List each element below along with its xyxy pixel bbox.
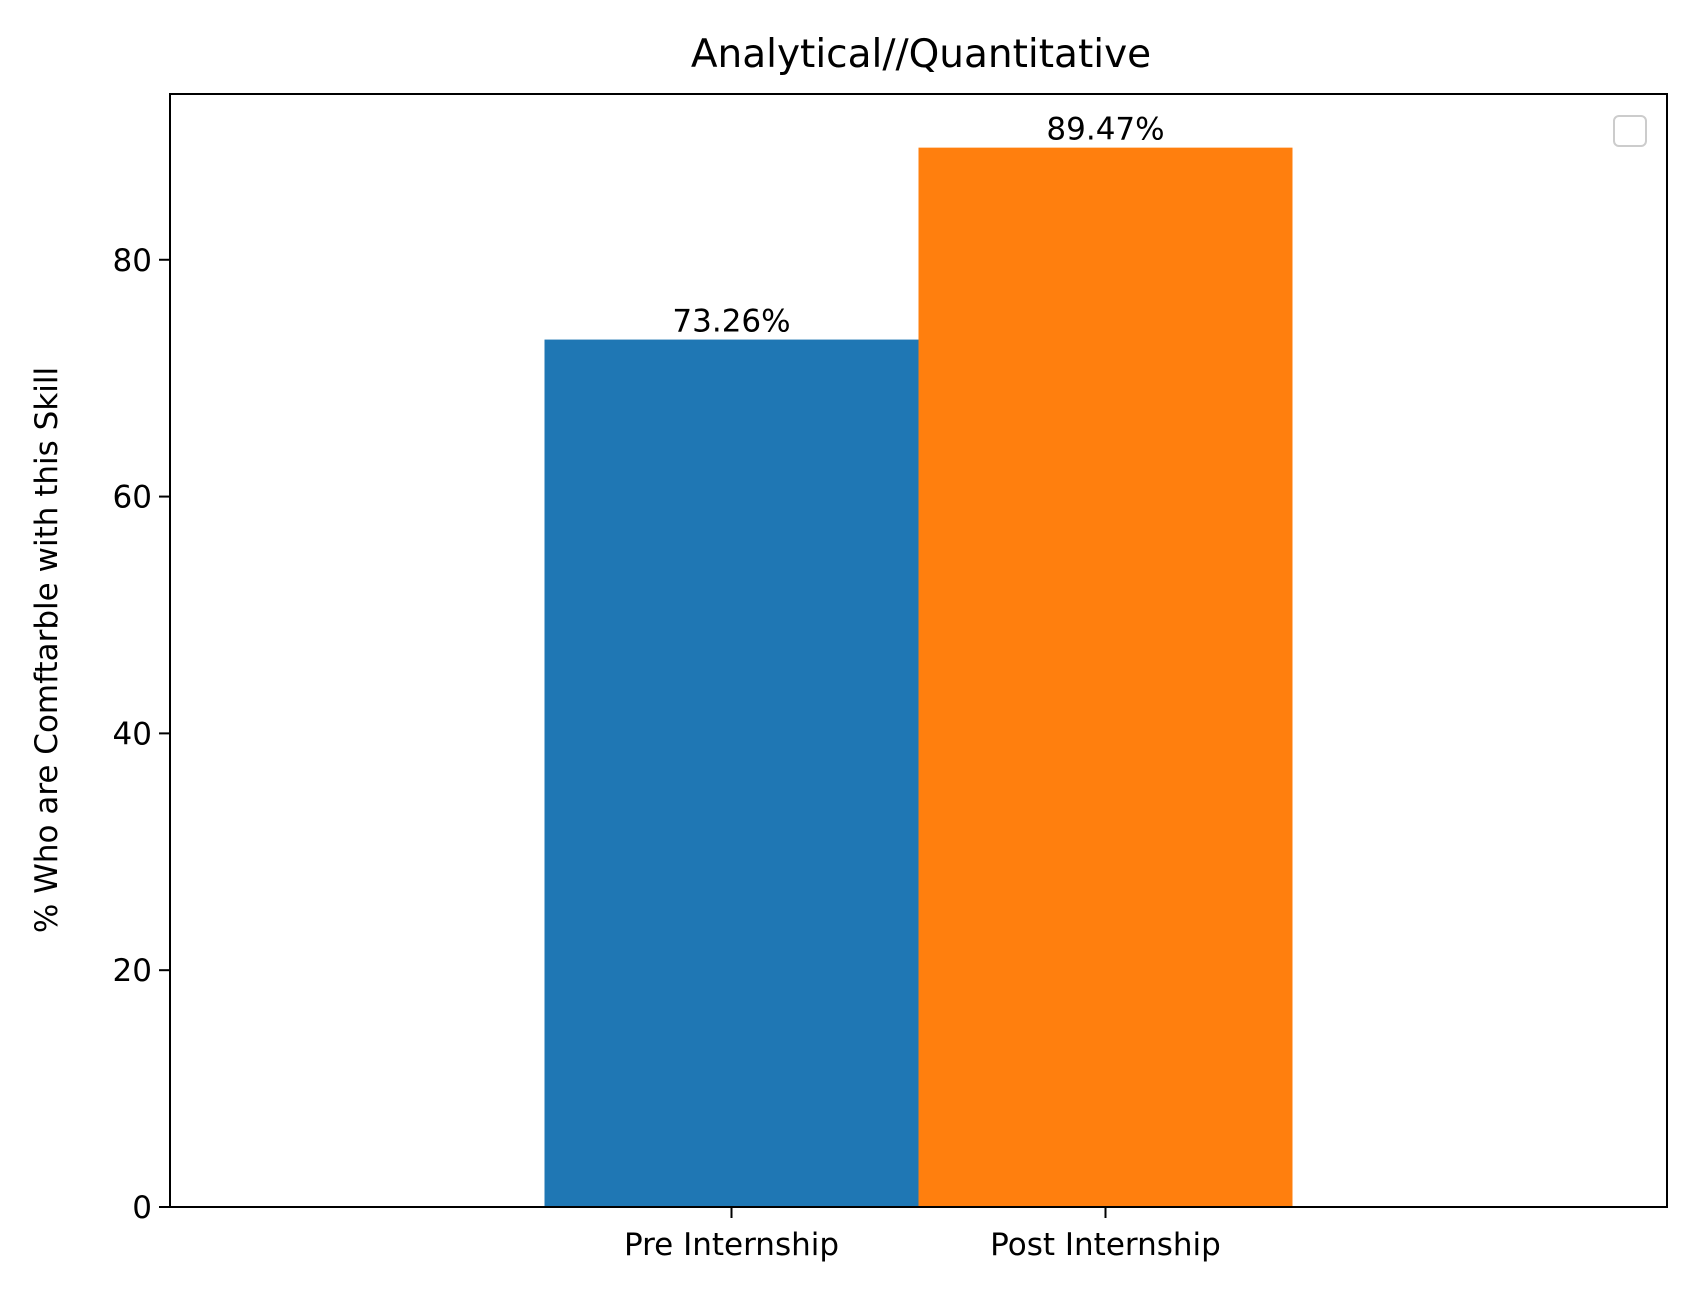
y-tick-label-80: 80: [113, 243, 152, 279]
x-axis-ticks: Pre Internship Post Internship: [624, 1207, 1221, 1263]
legend-box: [1613, 115, 1647, 147]
y-tick-label-60: 60: [113, 480, 152, 516]
chart-title: Analytical//Quantitative: [691, 32, 1151, 77]
plot-area-frame: [169, 93, 1668, 1208]
bar-pre-internship: [544, 339, 919, 1207]
bar-value-label-pre-internship: 73.26%: [672, 304, 790, 340]
y-tick-label-0: 0: [132, 1190, 152, 1226]
bar-value-label-post-internship: 89.47%: [1046, 112, 1164, 148]
y-axis-label: % Who are Comftarble with this Skill: [29, 367, 65, 933]
x-tick-label-post-internship: Post Internship: [990, 1227, 1221, 1263]
x-tick-label-pre-internship: Pre Internship: [624, 1227, 839, 1263]
bars-layer: [544, 147, 1293, 1208]
bar-value-labels: 73.26% 89.47%: [672, 112, 1164, 340]
bar-post-internship: [918, 147, 1293, 1208]
y-tick-label-20: 20: [113, 953, 152, 989]
y-axis-ticks: 0 20 40 60 80: [113, 243, 170, 1226]
y-tick-label-40: 40: [113, 716, 152, 752]
